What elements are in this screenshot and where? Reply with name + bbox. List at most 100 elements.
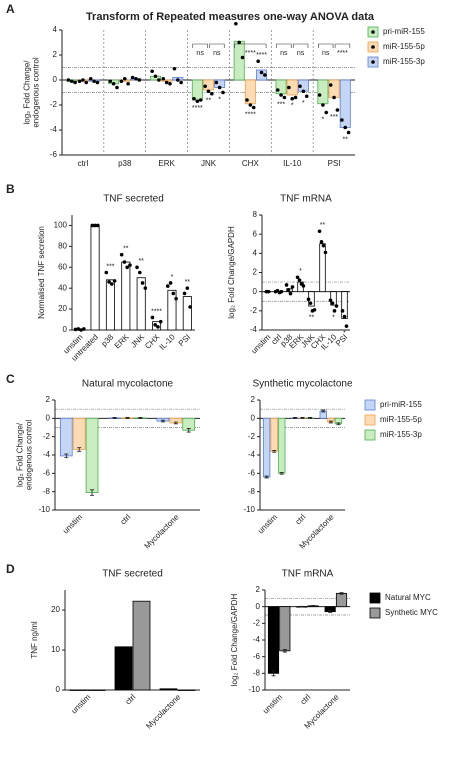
data-point — [150, 315, 155, 320]
data-point — [130, 75, 135, 80]
data-point — [240, 55, 245, 60]
data-point — [96, 223, 100, 228]
chart-title: Synthetic mycolactone — [252, 379, 352, 390]
y-tick-label: 8 — [253, 210, 258, 219]
significance: ** — [138, 258, 144, 265]
bracket — [234, 43, 267, 48]
data-point — [79, 328, 83, 332]
data-point — [286, 287, 291, 292]
data-point — [112, 279, 117, 283]
data-point — [119, 79, 124, 84]
significance: * — [299, 268, 302, 275]
bar — [72, 417, 86, 450]
data-point — [73, 327, 78, 332]
legend-label: miR-155-3p — [383, 57, 425, 66]
data-point — [324, 110, 329, 115]
x-tick-label: Mycolactone — [143, 512, 182, 551]
y-axis-label: log₂ Fold Change/ — [23, 60, 32, 125]
x-tick-label: CHX — [242, 159, 260, 168]
data-point — [128, 263, 132, 267]
data-point — [108, 79, 113, 84]
x-tick-label: PSI — [177, 333, 192, 348]
data-point — [251, 105, 256, 110]
bar — [317, 79, 329, 105]
data-point — [210, 91, 214, 96]
bar — [233, 40, 245, 81]
x-tick-label: Mycolactone — [144, 692, 183, 731]
chart-title: TNF mRNA — [282, 569, 334, 580]
bar — [182, 296, 192, 331]
bar — [167, 289, 177, 331]
y-tick-label: 2 — [53, 50, 58, 59]
y-tick-label: 4 — [53, 25, 58, 34]
legend-label: pri-miR-155 — [380, 400, 422, 409]
x-tick-label: ctrl — [118, 512, 132, 526]
comparison-label: ns — [322, 50, 330, 57]
legend-swatch — [369, 592, 381, 604]
data-point — [126, 81, 130, 86]
significance: ** — [123, 246, 129, 253]
bar — [87, 689, 106, 691]
data-point — [290, 96, 295, 101]
data-point — [245, 98, 249, 102]
significance: *** — [277, 101, 285, 108]
data-point — [198, 98, 203, 102]
error-bar — [328, 610, 333, 613]
error-bar — [112, 417, 117, 419]
data-point — [73, 80, 77, 85]
comparison-label: ns — [297, 50, 305, 57]
bracket — [276, 43, 292, 48]
bar — [330, 291, 337, 306]
data-point — [295, 275, 300, 280]
legend-label: miR-155-3p — [380, 430, 422, 439]
error-bar — [311, 605, 316, 607]
significance: * — [332, 315, 335, 322]
y-axis-label: endogenous control — [25, 420, 34, 491]
y-tick-label: -4 — [253, 635, 261, 644]
bar — [90, 225, 100, 331]
data-point — [153, 322, 157, 327]
bar — [270, 417, 278, 452]
data-point — [82, 327, 86, 331]
data-point — [158, 319, 163, 324]
data-point — [150, 69, 154, 74]
data-point — [188, 305, 192, 309]
significance: * — [322, 116, 325, 123]
error-bar — [77, 447, 82, 452]
x-tick-label: IL-10 — [158, 332, 178, 352]
data-point — [217, 85, 222, 90]
bar — [319, 243, 326, 293]
y-axis-label: TNF ng/ml — [30, 621, 39, 659]
data-point — [332, 309, 337, 313]
y-tick-label: -4 — [248, 450, 256, 459]
y-axis-label: log₂ Fold Change/GAPDH — [227, 226, 236, 319]
error-bar — [282, 649, 287, 653]
data-point — [122, 260, 127, 264]
significance: ** — [206, 98, 212, 105]
significance: ** — [309, 315, 315, 322]
bar — [328, 79, 340, 98]
data-point — [321, 243, 326, 248]
legend-swatch — [364, 429, 376, 441]
data-point — [168, 81, 172, 86]
y-tick-label: -2 — [50, 100, 58, 109]
error-bar — [125, 417, 130, 419]
panel-letter: B — [6, 182, 15, 196]
error-bar — [64, 453, 69, 459]
bar — [335, 592, 348, 608]
data-point — [195, 99, 200, 104]
data-point — [95, 80, 100, 85]
data-point — [301, 89, 306, 94]
y-tick-label: -2 — [43, 432, 51, 441]
y-axis-label: log₂ Fold Change/ — [16, 422, 25, 487]
y-tick-label: -6 — [248, 468, 256, 477]
data-point — [104, 270, 109, 275]
legend-label: pri-miR-155 — [383, 27, 425, 36]
x-tick-label: p38 — [118, 159, 132, 168]
bar — [59, 417, 73, 457]
data-point — [221, 90, 225, 95]
data-point — [312, 308, 317, 312]
data-point — [335, 108, 340, 112]
data-point — [135, 265, 139, 270]
y-tick-label: 0 — [56, 685, 61, 694]
